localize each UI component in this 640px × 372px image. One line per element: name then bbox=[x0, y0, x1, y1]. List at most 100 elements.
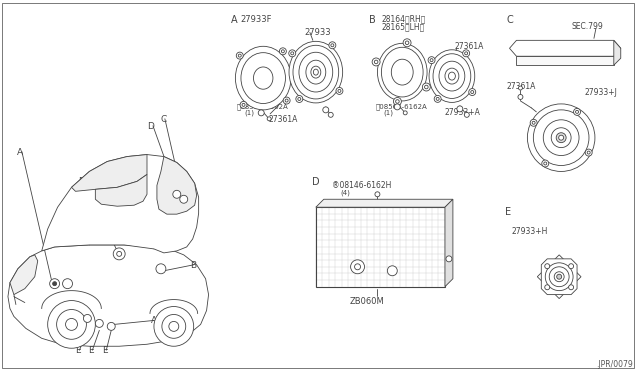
Circle shape bbox=[338, 89, 341, 92]
Text: A: A bbox=[230, 15, 237, 25]
Circle shape bbox=[545, 263, 573, 291]
Circle shape bbox=[289, 50, 296, 57]
Circle shape bbox=[559, 135, 564, 140]
Ellipse shape bbox=[391, 59, 413, 85]
Circle shape bbox=[280, 48, 286, 55]
Text: 27361A: 27361A bbox=[506, 82, 536, 91]
Polygon shape bbox=[509, 40, 621, 56]
Circle shape bbox=[424, 85, 428, 89]
Circle shape bbox=[403, 39, 411, 47]
Circle shape bbox=[422, 83, 430, 91]
Text: ®08146-6162H: ®08146-6162H bbox=[332, 182, 391, 190]
Ellipse shape bbox=[253, 67, 273, 89]
Text: D: D bbox=[148, 122, 154, 131]
Circle shape bbox=[446, 256, 452, 262]
Circle shape bbox=[355, 264, 360, 270]
Ellipse shape bbox=[445, 68, 459, 84]
Text: C: C bbox=[506, 15, 513, 25]
Circle shape bbox=[463, 50, 470, 57]
Text: .JPR/0079: .JPR/0079 bbox=[596, 360, 633, 369]
Circle shape bbox=[329, 42, 336, 49]
Circle shape bbox=[542, 160, 548, 167]
Text: E: E bbox=[75, 346, 80, 355]
Circle shape bbox=[298, 97, 301, 100]
Polygon shape bbox=[95, 174, 147, 206]
Circle shape bbox=[65, 318, 77, 330]
Circle shape bbox=[328, 112, 333, 117]
Circle shape bbox=[47, 301, 95, 348]
Ellipse shape bbox=[439, 61, 465, 91]
Ellipse shape bbox=[311, 66, 321, 78]
Circle shape bbox=[530, 119, 537, 126]
Circle shape bbox=[549, 267, 569, 287]
Polygon shape bbox=[614, 40, 621, 65]
Ellipse shape bbox=[314, 69, 318, 75]
Circle shape bbox=[554, 272, 564, 282]
Circle shape bbox=[394, 104, 400, 110]
Text: 28164（RH）: 28164（RH） bbox=[381, 15, 426, 23]
Circle shape bbox=[471, 90, 474, 93]
Circle shape bbox=[575, 110, 579, 113]
Circle shape bbox=[544, 162, 547, 165]
Circle shape bbox=[457, 106, 463, 112]
Circle shape bbox=[238, 54, 241, 57]
Circle shape bbox=[108, 323, 115, 330]
Circle shape bbox=[465, 112, 469, 117]
Circle shape bbox=[568, 285, 573, 290]
Circle shape bbox=[242, 103, 245, 106]
Text: 27933+H: 27933+H bbox=[511, 227, 548, 236]
Circle shape bbox=[551, 128, 571, 148]
Text: (4): (4) bbox=[340, 189, 351, 196]
Circle shape bbox=[113, 248, 125, 260]
Circle shape bbox=[331, 44, 334, 47]
Polygon shape bbox=[516, 56, 614, 65]
Circle shape bbox=[556, 133, 566, 142]
Circle shape bbox=[585, 149, 592, 156]
Circle shape bbox=[533, 110, 589, 166]
Circle shape bbox=[587, 151, 590, 154]
Circle shape bbox=[258, 110, 264, 116]
Circle shape bbox=[573, 108, 580, 115]
Text: E: E bbox=[88, 346, 94, 355]
Text: B: B bbox=[78, 177, 84, 186]
Circle shape bbox=[291, 52, 294, 55]
Text: 27361A: 27361A bbox=[455, 42, 484, 51]
Circle shape bbox=[180, 195, 188, 203]
Circle shape bbox=[375, 192, 380, 197]
Circle shape bbox=[468, 89, 476, 96]
Circle shape bbox=[162, 314, 186, 338]
Circle shape bbox=[236, 52, 243, 59]
Circle shape bbox=[545, 264, 550, 269]
Polygon shape bbox=[445, 199, 453, 287]
Circle shape bbox=[282, 50, 284, 53]
Polygon shape bbox=[42, 154, 198, 253]
Circle shape bbox=[545, 285, 550, 290]
Circle shape bbox=[403, 111, 407, 115]
Circle shape bbox=[527, 104, 595, 171]
Circle shape bbox=[396, 100, 399, 103]
Circle shape bbox=[543, 120, 579, 155]
Ellipse shape bbox=[306, 60, 326, 84]
Ellipse shape bbox=[433, 54, 471, 99]
Polygon shape bbox=[72, 154, 147, 191]
Text: 27933: 27933 bbox=[304, 28, 330, 38]
Text: ZB060M: ZB060M bbox=[350, 296, 385, 305]
Circle shape bbox=[387, 266, 397, 276]
Ellipse shape bbox=[236, 46, 291, 110]
Polygon shape bbox=[541, 259, 577, 295]
Text: 27933F: 27933F bbox=[241, 15, 272, 23]
Circle shape bbox=[428, 57, 435, 64]
Circle shape bbox=[283, 97, 290, 104]
Circle shape bbox=[374, 60, 378, 64]
Circle shape bbox=[240, 102, 247, 108]
Ellipse shape bbox=[293, 45, 339, 99]
Ellipse shape bbox=[381, 47, 423, 97]
Circle shape bbox=[95, 320, 103, 327]
Polygon shape bbox=[8, 245, 209, 346]
Circle shape bbox=[267, 117, 271, 121]
Text: E: E bbox=[504, 207, 511, 217]
Text: 27361A: 27361A bbox=[268, 115, 298, 124]
Circle shape bbox=[169, 321, 179, 331]
Ellipse shape bbox=[378, 43, 427, 101]
Text: B: B bbox=[369, 15, 376, 25]
